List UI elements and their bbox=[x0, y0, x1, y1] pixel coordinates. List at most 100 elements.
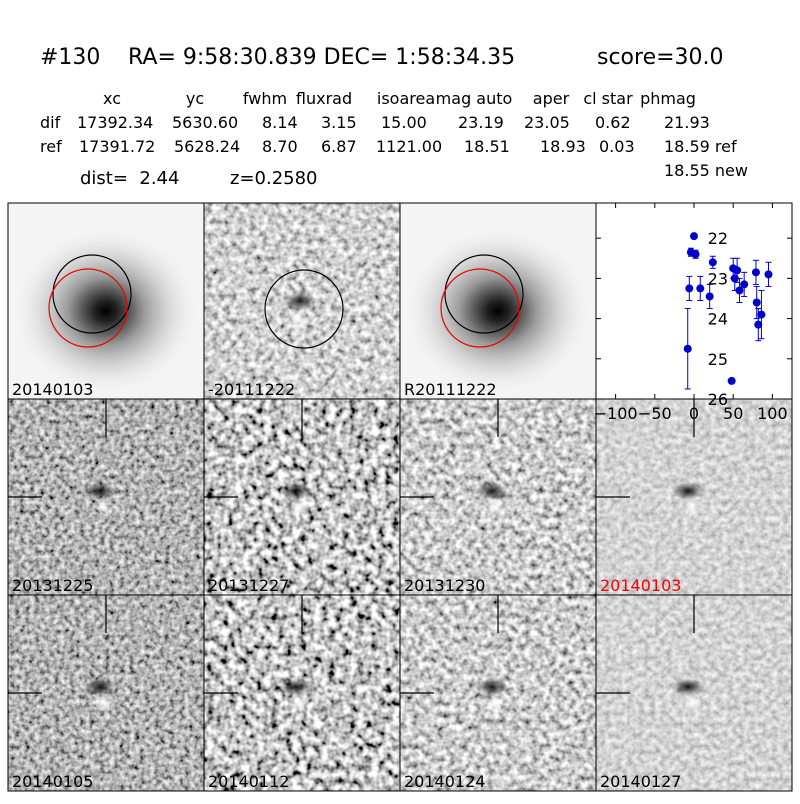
dark-blob bbox=[84, 482, 116, 500]
cutout bbox=[399, 398, 597, 596]
column-header: xc bbox=[103, 89, 121, 108]
cutout bbox=[595, 594, 793, 792]
cutout bbox=[399, 594, 597, 792]
table-cell: 23.19 bbox=[458, 113, 504, 132]
dark-blob bbox=[476, 482, 508, 500]
bright-blob bbox=[487, 692, 505, 714]
data-point bbox=[751, 268, 760, 277]
bright-blob bbox=[95, 496, 113, 518]
y-tick-label: 22 bbox=[708, 229, 728, 248]
dark-blob bbox=[280, 482, 312, 500]
table-cell: 5628.24 bbox=[174, 137, 240, 156]
panel-border bbox=[595, 594, 793, 792]
column-header: yc bbox=[186, 89, 204, 108]
aperture-new bbox=[48, 268, 128, 348]
x-tick-label: −50 bbox=[638, 404, 672, 423]
table-cell: 0.03 bbox=[599, 137, 635, 156]
dark-blob bbox=[284, 291, 316, 311]
bright-blob bbox=[487, 496, 505, 518]
data-point bbox=[740, 280, 749, 289]
table-cell: 17391.72 bbox=[79, 137, 155, 156]
cutout bbox=[595, 398, 793, 596]
column-header: phmag bbox=[640, 89, 696, 108]
data-point bbox=[764, 270, 773, 279]
cutout bbox=[399, 202, 597, 400]
x-tick-label: 100 bbox=[757, 404, 788, 423]
data-point bbox=[733, 266, 742, 275]
data-point bbox=[708, 258, 717, 267]
bright-blob bbox=[291, 496, 309, 518]
panel-label: 20131230 bbox=[404, 576, 485, 595]
light-curve: −100 −50 0 50 100 22 23 24 25 26 bbox=[594, 202, 793, 423]
cutout bbox=[7, 202, 205, 400]
dist: dist= 2.44 bbox=[80, 168, 179, 189]
dark-blob bbox=[476, 678, 508, 696]
table-cell: 15.00 bbox=[381, 113, 427, 132]
cutout bbox=[203, 202, 401, 400]
title-coords: RA= 9:58:30.839 DEC= 1:58:34.35 bbox=[128, 45, 515, 70]
redshift: z=0.2580 bbox=[230, 168, 318, 189]
dark-blob bbox=[280, 678, 312, 696]
bright-blob bbox=[291, 692, 309, 714]
bright-blob bbox=[95, 692, 113, 714]
cutout bbox=[203, 594, 401, 792]
table-cell: 18.59 ref bbox=[664, 137, 737, 156]
panel-label: 20140105 bbox=[12, 772, 93, 791]
aperture-new bbox=[440, 268, 520, 348]
column-header: aper bbox=[533, 89, 570, 108]
title-score: score=30.0 bbox=[597, 45, 724, 70]
table-cell: 6.87 bbox=[321, 137, 357, 156]
phmag-new: 18.55 new bbox=[664, 161, 748, 180]
panel-label: 20140112 bbox=[208, 772, 289, 791]
column-header: fluxrad bbox=[296, 89, 352, 108]
data-point bbox=[683, 344, 692, 353]
data-point bbox=[752, 298, 761, 307]
data-point bbox=[685, 284, 694, 293]
galaxy bbox=[403, 226, 593, 396]
bright-blob bbox=[683, 496, 701, 518]
table-cell: 21.93 bbox=[664, 113, 710, 132]
data-point bbox=[691, 250, 700, 259]
panel-label: 20140124 bbox=[404, 772, 485, 791]
dark-blob bbox=[672, 678, 704, 696]
panel-label: R20111222 bbox=[404, 380, 497, 399]
table-cell: 0.62 bbox=[595, 113, 631, 132]
aperture-ref bbox=[52, 254, 132, 334]
data-point bbox=[754, 320, 763, 329]
bright-blob bbox=[683, 692, 701, 714]
table-cell: 17392.34 bbox=[77, 113, 153, 132]
table-cell: 23.05 bbox=[524, 113, 570, 132]
column-header: fwhm bbox=[243, 89, 287, 108]
x-tick-label: −100 bbox=[594, 404, 638, 423]
title-id: #130 bbox=[40, 45, 100, 70]
data-point bbox=[696, 284, 705, 293]
y-tick-label: 25 bbox=[708, 350, 728, 369]
table-cell: 5630.60 bbox=[172, 113, 238, 132]
cutout bbox=[203, 398, 401, 596]
panel-label: 20131225 bbox=[12, 576, 93, 595]
y-tick-label: 26 bbox=[708, 390, 728, 409]
aperture-ref bbox=[444, 254, 524, 334]
x-tick-label: 0 bbox=[689, 404, 699, 423]
cutout bbox=[7, 398, 205, 596]
table-cell: 1121.00 bbox=[376, 137, 442, 156]
row-label: ref bbox=[40, 137, 62, 156]
panel-label: 20131227 bbox=[208, 576, 289, 595]
row-label: dif bbox=[40, 113, 61, 132]
data-point bbox=[727, 376, 736, 385]
cutout bbox=[7, 594, 205, 792]
y-tick-label: 24 bbox=[708, 310, 728, 329]
bright-blob bbox=[288, 307, 308, 331]
column-header: mag auto bbox=[436, 89, 513, 108]
table-cell: 18.51 bbox=[464, 137, 510, 156]
y-tick-label: 23 bbox=[708, 269, 728, 288]
column-header: cl star bbox=[583, 89, 633, 108]
data-point bbox=[757, 310, 766, 319]
table-cell: 8.14 bbox=[262, 113, 298, 132]
aperture bbox=[264, 269, 344, 349]
data-point bbox=[690, 232, 698, 241]
galaxy bbox=[11, 226, 201, 396]
column-header: isoarea bbox=[377, 89, 435, 108]
panel-label: 20140127 bbox=[600, 772, 681, 791]
